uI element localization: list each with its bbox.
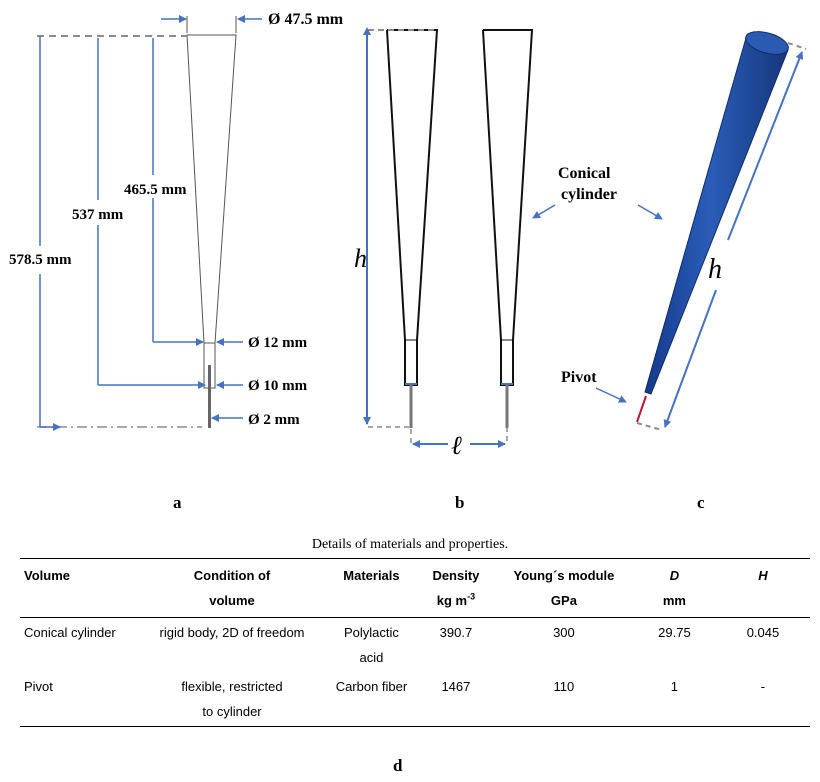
label-diam-12: Ø 12 mm bbox=[248, 335, 308, 351]
label-537: 537 mm bbox=[72, 207, 124, 223]
dim-line-h-c-upper bbox=[727, 51, 804, 241]
label-pivot: Pivot bbox=[561, 369, 597, 386]
materials-table: Volume Condition of volume Materials Dens… bbox=[20, 558, 810, 727]
header-density: Density kg m-3 bbox=[416, 558, 495, 618]
cell-condition: rigid body, 2D of freedom bbox=[159, 625, 305, 640]
header-condition: Condition of volume bbox=[138, 558, 326, 618]
label-conical: Conical bbox=[558, 165, 611, 182]
label-465: 465.5 mm bbox=[124, 182, 187, 198]
cell-density: 390.7 bbox=[439, 625, 473, 640]
cone-outline-a bbox=[186, 34, 237, 344]
table-row: Pivot flexible, restricted to cylinder C… bbox=[20, 672, 810, 727]
cell-condition: flexible, restricted to cylinder bbox=[138, 672, 326, 727]
label-l-b: ℓ bbox=[451, 431, 462, 460]
dim-line-h-c-lower bbox=[663, 289, 717, 428]
label-cylinder: cylinder bbox=[561, 186, 617, 203]
bottom-reference-c bbox=[636, 422, 663, 431]
cell-materials: Carbon fiber bbox=[326, 672, 417, 727]
label-h-b: h bbox=[354, 244, 367, 273]
arrow-pivot bbox=[595, 387, 627, 403]
panel-c-drawing: h Conical cylinder Pivot bbox=[532, 31, 807, 431]
table-caption: Details of materials and properties. bbox=[311, 537, 509, 552]
cell-density: 1467 bbox=[416, 672, 495, 727]
panel-letter-a: a bbox=[173, 493, 182, 512]
table-row: Conical cylinder rigid body, 2D of freed… bbox=[20, 618, 810, 673]
label-diam-2: Ø 2 mm bbox=[248, 412, 300, 428]
cell-materials: Polylactic acid bbox=[344, 625, 399, 665]
label-h-c: h bbox=[708, 254, 722, 285]
panel-letter-c: c bbox=[697, 493, 705, 512]
panel-b-drawing: h ℓ bbox=[354, 27, 534, 460]
header-volume: Volume bbox=[20, 558, 138, 618]
label-diam-10: Ø 10 mm bbox=[248, 378, 308, 394]
blue-cone-c bbox=[644, 37, 789, 395]
top-reference-c bbox=[787, 42, 807, 50]
label-diam-top: Ø 47.5 mm bbox=[268, 11, 344, 28]
cell-volume: Conical cylinder bbox=[24, 625, 116, 640]
pivot-c bbox=[636, 395, 647, 423]
header-materials: Materials bbox=[326, 558, 417, 618]
cell-volume: Pivot bbox=[20, 672, 138, 727]
label-578: 578.5 mm bbox=[9, 252, 72, 268]
header-young: Young´s module GPa bbox=[494, 558, 633, 618]
table-header-row: Volume Condition of volume Materials Dens… bbox=[20, 558, 810, 618]
figure-drawing: Ø 47.5 mm 465.5 mm 537 mm 578.5 mm Ø 12 … bbox=[9, 11, 807, 460]
arrow-conical-left bbox=[532, 204, 556, 219]
density-exponent: -3 bbox=[467, 591, 476, 602]
blue-cone-top-c bbox=[745, 31, 789, 55]
cell-young: 110 bbox=[494, 672, 633, 727]
cell-H: 0.045 bbox=[746, 625, 780, 640]
cone-left-b bbox=[386, 29, 439, 386]
cell-young: 300 bbox=[553, 625, 575, 640]
header-H: H bbox=[715, 558, 810, 618]
panel-letter-b: b bbox=[455, 493, 465, 512]
arrow-conical-right bbox=[637, 204, 663, 220]
panel-letter-d: d bbox=[393, 756, 403, 775]
cone-right-b bbox=[482, 29, 534, 386]
cell-D: 29.75 bbox=[658, 625, 691, 640]
cell-D: 1 bbox=[632, 672, 716, 727]
cell-H: - bbox=[715, 672, 810, 727]
bottom-reference-b-left bbox=[368, 426, 412, 443]
panel-a-drawing: Ø 47.5 mm 465.5 mm 537 mm 578.5 mm Ø 12 … bbox=[9, 11, 344, 431]
